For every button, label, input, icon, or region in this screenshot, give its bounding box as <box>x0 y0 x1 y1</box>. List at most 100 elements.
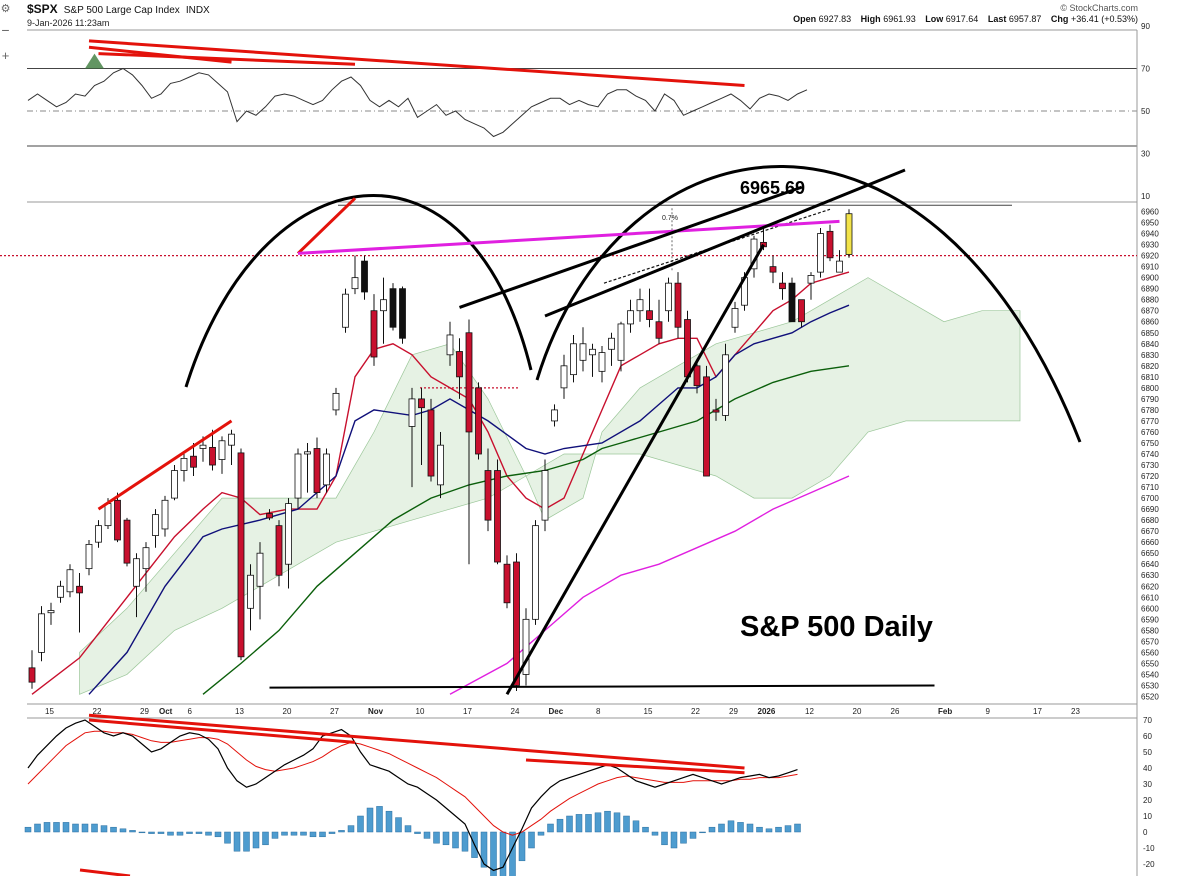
macd-histogram-bar <box>623 815 630 833</box>
candle <box>123 517 131 567</box>
date-tick-label: 10 <box>416 707 425 716</box>
price-tick-label: 6940 <box>1141 230 1159 239</box>
candle-body <box>494 470 501 563</box>
candle <box>456 338 463 399</box>
settings-gear-icon[interactable]: ⚙ <box>0 3 11 15</box>
macd-tick-label: 50 <box>1143 748 1152 757</box>
candle-body <box>446 334 454 356</box>
date-tick-label: 15 <box>45 707 54 716</box>
candle-body <box>788 282 796 323</box>
candle-body <box>636 299 644 312</box>
candle <box>171 465 178 501</box>
candle-body <box>133 558 140 587</box>
candle <box>560 354 568 399</box>
candle-body <box>712 409 720 413</box>
candle <box>28 650 36 689</box>
price-tick-label: 6770 <box>1141 417 1159 426</box>
candle-body <box>418 398 425 409</box>
candle <box>703 365 710 477</box>
candle-body <box>589 348 596 356</box>
candle-body <box>237 452 245 658</box>
macd-histogram-bar <box>91 823 98 833</box>
date-tick-label: 8 <box>596 707 601 716</box>
candle <box>532 520 539 625</box>
candle-body <box>285 503 292 565</box>
candle-body <box>123 519 131 564</box>
date-tick-label: 22 <box>93 707 102 716</box>
macd-histogram-bar <box>518 831 526 862</box>
candle-body <box>332 392 340 411</box>
resistance-label: 6965.69 <box>740 178 805 198</box>
candle-body <box>674 282 682 328</box>
price-tick-label: 6750 <box>1141 439 1159 448</box>
macd-histogram-bar <box>689 831 697 839</box>
candle-body <box>427 409 435 477</box>
candle-body <box>465 332 473 433</box>
zoom-in-button[interactable]: + <box>1 48 10 63</box>
candle <box>161 495 169 537</box>
price-tick-label: 6900 <box>1141 274 1159 283</box>
candle <box>446 321 454 366</box>
candle <box>636 288 644 322</box>
candle-body <box>722 354 729 416</box>
price-tick-label: 6670 <box>1141 527 1159 536</box>
side-toolbar: ⚙ − + <box>0 0 12 70</box>
candle-body <box>380 299 387 312</box>
macd-histogram-bar <box>319 831 326 838</box>
macd-histogram-bar <box>385 810 393 833</box>
macd-histogram-bar <box>72 823 79 833</box>
candle <box>313 437 321 499</box>
price-tick-label: 6580 <box>1141 626 1159 635</box>
macd-histogram-bar <box>765 828 773 833</box>
candle-body <box>370 310 378 358</box>
macd-histogram-bar <box>661 831 668 846</box>
zoom-out-button[interactable]: − <box>1 22 10 38</box>
candle-body <box>209 446 216 466</box>
price-tick-label: 6540 <box>1141 670 1159 679</box>
price-tick-label: 6840 <box>1141 340 1159 349</box>
date-tick-label: 6 <box>188 707 193 716</box>
candle-body <box>104 503 112 527</box>
candle-body <box>313 448 321 493</box>
ohlc-readout: Open 6927.83 High 6961.93 Low 6917.64 La… <box>786 14 1138 24</box>
macd-histogram-bar <box>642 826 649 833</box>
price-tick-label: 6920 <box>1141 252 1159 261</box>
candle <box>712 398 720 421</box>
date-tick-label: 12 <box>805 707 814 716</box>
candle <box>836 250 843 273</box>
macd-histogram-bar <box>632 820 640 833</box>
chart-header: $SPX S&P 500 Large Cap Index INDX 9-Jan-… <box>27 3 210 29</box>
candle <box>484 448 492 532</box>
macd-histogram-bar <box>775 826 782 833</box>
candle-body <box>66 569 74 593</box>
macd-histogram-bar <box>347 825 355 833</box>
candle-body <box>570 343 577 376</box>
price-tick-label: 6930 <box>1141 241 1159 250</box>
candle-body <box>389 288 397 328</box>
candle <box>769 255 777 284</box>
macd-line <box>27 719 798 872</box>
macd-histogram-bar <box>357 815 364 833</box>
price-tick-label: 6820 <box>1141 362 1159 371</box>
candle <box>332 387 340 416</box>
macd-histogram-bar <box>442 831 450 846</box>
macd-tick-label: 70 <box>1143 716 1152 725</box>
macd-histogram-bar <box>756 826 763 833</box>
date-tick-label: 27 <box>330 707 339 716</box>
candle-body <box>836 260 843 273</box>
macd-histogram-bar <box>433 831 440 844</box>
candle <box>522 608 530 686</box>
moving-average-line <box>449 475 850 695</box>
date-tick-label: 15 <box>644 707 653 716</box>
candle <box>674 272 682 339</box>
price-trendline <box>269 684 935 689</box>
date-tick-label: 29 <box>729 707 738 716</box>
price-tick-label: 6630 <box>1141 571 1159 580</box>
rsi-line <box>27 67 808 138</box>
candle <box>845 209 853 258</box>
macd-histogram-bar <box>556 818 564 833</box>
candle-body <box>817 233 824 273</box>
macd-panel: 70 60 50 40 30 20 10 0 -10 -20 <box>24 713 1155 876</box>
candle-body <box>798 299 805 323</box>
price-trendline <box>459 185 802 309</box>
